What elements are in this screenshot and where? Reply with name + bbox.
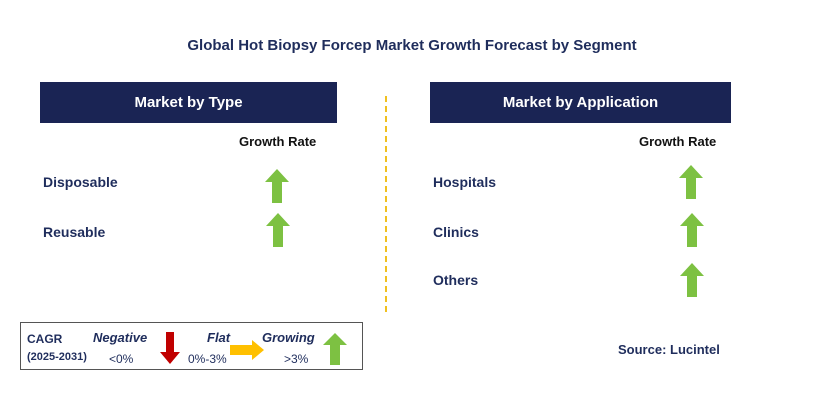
up-arrow-icon [680, 213, 704, 247]
up-arrow-icon [266, 213, 290, 247]
legend-flat-range: 0%-3% [188, 352, 227, 366]
type-panel-header: Market by Type [40, 82, 337, 123]
up-arrow-icon [323, 333, 347, 365]
legend-negative-range: <0% [109, 352, 134, 366]
legend-cagr-label: CAGR [27, 332, 63, 346]
chart-title: Global Hot Biopsy Forcep Market Growth F… [187, 37, 637, 54]
right-arrow-icon [230, 340, 264, 360]
type-growth-rate-label: Growth Rate [239, 134, 317, 149]
panel-divider [385, 96, 387, 312]
cagr-legend: CAGR (2025-2031) Negative <0% Flat 0%-3%… [20, 322, 363, 370]
application-panel-header: Market by Application [430, 82, 731, 123]
type-item-label: Disposable [43, 174, 118, 190]
legend-flat-label: Flat [207, 330, 231, 345]
down-arrow-icon [160, 332, 180, 364]
legend-growing-label: Growing [262, 330, 315, 345]
application-growth-rate-label: Growth Rate [639, 134, 717, 149]
legend-growing-range: >3% [284, 352, 309, 366]
application-item-label: Hospitals [433, 174, 497, 190]
application-item-label: Others [433, 272, 479, 288]
legend-negative-label: Negative [93, 330, 148, 345]
up-arrow-icon [680, 263, 704, 297]
up-arrow-icon [265, 169, 289, 203]
legend-period: (2025-2031) [27, 351, 87, 363]
type-item-label: Reusable [43, 224, 106, 240]
up-arrow-icon [679, 165, 703, 199]
source-note: Source: Lucintel [618, 342, 720, 357]
application-item-label: Clinics [433, 224, 479, 240]
